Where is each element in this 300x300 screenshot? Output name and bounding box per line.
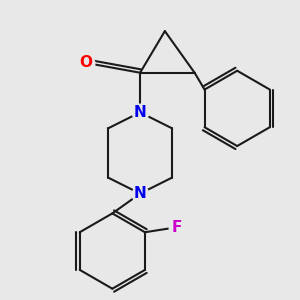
Text: F: F: [172, 220, 182, 235]
Text: O: O: [79, 55, 92, 70]
Text: N: N: [134, 105, 146, 120]
Text: N: N: [134, 186, 146, 201]
